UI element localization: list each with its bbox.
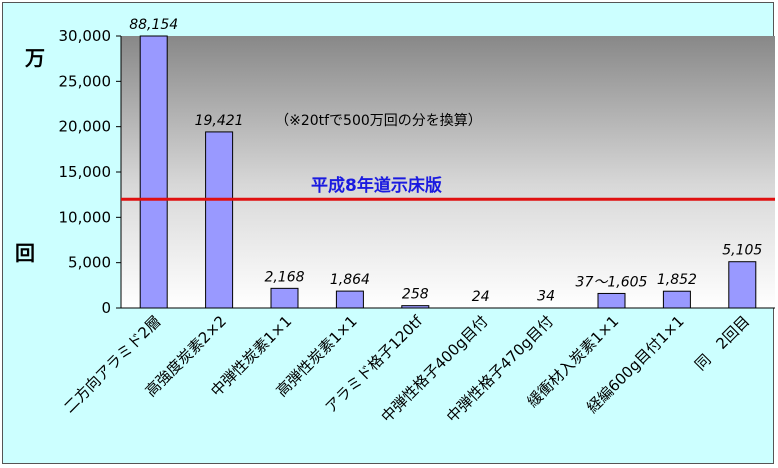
bar: [728, 261, 757, 309]
bar: [270, 287, 299, 309]
data-label: 34: [537, 289, 555, 305]
data-label: 88,154: [129, 17, 178, 33]
data-label: 37～1,605: [576, 274, 648, 290]
reference-line-label: 平成8年道示床版: [311, 175, 442, 196]
data-label: 258: [402, 287, 429, 303]
bar: [335, 290, 364, 309]
y-tick-label: 5,000: [68, 254, 111, 272]
data-label: 1,852: [657, 272, 697, 288]
y-tick-label: 15,000: [59, 163, 112, 181]
bar-chart: 0 5,000 10,000 15,000 20,000 25,000 30,000 88,…: [15, 17, 775, 426]
data-label: 5,105: [722, 243, 762, 259]
bar: [205, 131, 234, 309]
y-axis-unit-label-bottom: 回: [15, 241, 35, 265]
y-tick-label: 30,000: [59, 27, 112, 45]
data-label: 24: [472, 289, 490, 305]
y-tick-label: 25,000: [59, 72, 112, 90]
y-tick-label: 0: [101, 299, 111, 317]
data-label: 19,421: [195, 113, 244, 129]
bar: [401, 305, 430, 309]
data-label: 2,168: [264, 269, 304, 285]
y-tick-label: 10,000: [59, 208, 112, 226]
y-axis-unit-label: 万: [24, 46, 45, 70]
bar: [139, 35, 168, 309]
category-label: 二方向アラミド2層: [60, 312, 164, 416]
data-label: 1,864: [330, 272, 370, 288]
value-note: （※20tfで500万回の分を換算）: [275, 113, 482, 129]
bar: [597, 292, 626, 309]
category-label: 中弾性格子400g目付: [378, 312, 492, 426]
category-label: 中弾性格子470g目付: [443, 312, 557, 426]
y-tick-label: 20,000: [59, 118, 112, 136]
category-label: 同 2回目: [691, 312, 753, 374]
bar: [662, 290, 691, 309]
